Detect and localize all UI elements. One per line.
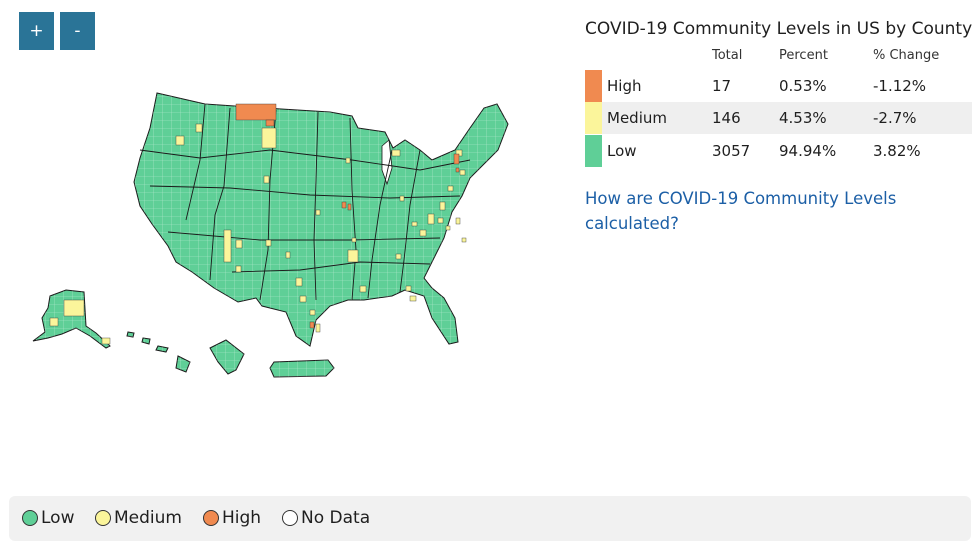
legend-label: No Data [301,508,371,528]
row-total: 17 [712,77,732,95]
column-header-change: % Change [873,48,940,63]
row-total: 3057 [712,142,751,160]
medium-county-marker[interactable] [359,285,367,293]
row-change: 3.82% [873,142,921,160]
row-percent: 0.53% [779,77,827,95]
medium-county-marker[interactable] [223,229,232,263]
lake-michigan [381,139,393,186]
high-county-marker[interactable] [455,167,460,173]
row-change: -1.12% [873,77,927,95]
medium-county-marker[interactable] [345,157,351,164]
medium-dot-icon [95,510,111,526]
medium-county-marker[interactable] [309,309,316,316]
row-label: High [607,77,642,95]
legend-label: Low [41,508,75,528]
medium-county-marker[interactable] [411,221,418,227]
medium-county-marker[interactable] [419,229,427,237]
medium-county-marker[interactable] [261,127,277,149]
high-dot-icon [203,510,219,526]
medium-county-marker[interactable] [445,225,451,231]
row-total: 146 [712,109,741,127]
stats-row-low: Low 3057 94.94% 3.82% [585,135,972,167]
stats-title: COVID-19 Community Levels in US by Count… [585,19,973,39]
row-percent: 94.94% [779,142,837,160]
high-county-marker[interactable] [309,321,315,329]
medium-county-marker[interactable] [351,237,357,243]
hawaii-shape[interactable] [126,331,191,373]
medium-county-marker[interactable] [447,185,454,192]
zoom-out-button[interactable]: - [60,12,95,50]
medium-county-marker[interactable] [455,217,461,225]
stats-row-high: High 17 0.53% -1.12% [585,70,972,102]
medium-county-marker[interactable] [101,337,111,345]
legend-item-high[interactable]: High [203,508,261,528]
row-label: Medium [607,109,667,127]
medium-county-marker[interactable] [175,135,185,146]
medium-county-marker[interactable] [195,123,203,133]
high-county-marker[interactable] [235,103,277,121]
low-swatch [585,135,602,167]
medium-county-marker[interactable] [409,295,417,302]
zoom-in-button[interactable]: + [19,12,54,50]
stats-row-medium: Medium 146 4.53% -2.7% [585,102,972,134]
calculation-info-link[interactable]: How are COVID-19 Community Levels calcul… [585,189,897,233]
medium-county-marker[interactable] [461,237,467,243]
medium-county-marker[interactable] [235,239,243,249]
medium-county-marker[interactable] [405,285,412,292]
row-percent: 4.53% [779,109,827,127]
medium-county-marker[interactable] [295,277,303,287]
medium-county-marker[interactable] [235,265,242,273]
low-dot-icon [22,510,38,526]
high-county-marker[interactable] [347,203,352,211]
county-level-markers [49,103,467,345]
medium-county-marker[interactable] [427,213,435,225]
legend-item-no-data[interactable]: No Data [282,508,370,528]
medium-swatch [585,102,602,134]
medium-county-marker[interactable] [315,323,321,333]
medium-county-marker[interactable] [437,217,444,224]
column-header-percent: Percent [779,48,828,63]
legend-item-low[interactable]: Low [22,508,74,528]
high-swatch [585,70,602,102]
contiguous-us-region [133,92,509,347]
legend-label: Medium [114,508,182,528]
medium-county-marker[interactable] [265,239,272,247]
no-data-dot-icon [282,510,298,526]
high-county-marker[interactable] [265,119,275,127]
medium-county-marker[interactable] [395,253,402,260]
high-county-marker[interactable] [341,201,347,209]
medium-county-marker[interactable] [399,195,405,202]
us-county-map[interactable] [0,0,560,400]
row-label: Low [607,142,637,160]
medium-county-marker[interactable] [49,317,59,327]
medium-county-marker[interactable] [347,249,359,263]
medium-county-marker[interactable] [391,149,401,157]
medium-county-marker[interactable] [439,201,446,211]
map-legend: Low Medium High No Data [9,496,971,541]
high-county-marker[interactable] [453,153,460,165]
legend-label: High [222,508,262,528]
state-borders [139,103,471,301]
legend-item-medium[interactable]: Medium [95,508,182,528]
medium-county-marker[interactable] [63,299,85,317]
medium-county-marker[interactable] [459,169,466,176]
column-header-total: Total [712,48,743,63]
medium-county-marker[interactable] [299,295,307,303]
medium-county-marker[interactable] [315,209,321,216]
medium-county-marker[interactable] [285,251,291,259]
medium-county-marker[interactable] [263,175,270,184]
row-change: -2.7% [873,109,917,127]
